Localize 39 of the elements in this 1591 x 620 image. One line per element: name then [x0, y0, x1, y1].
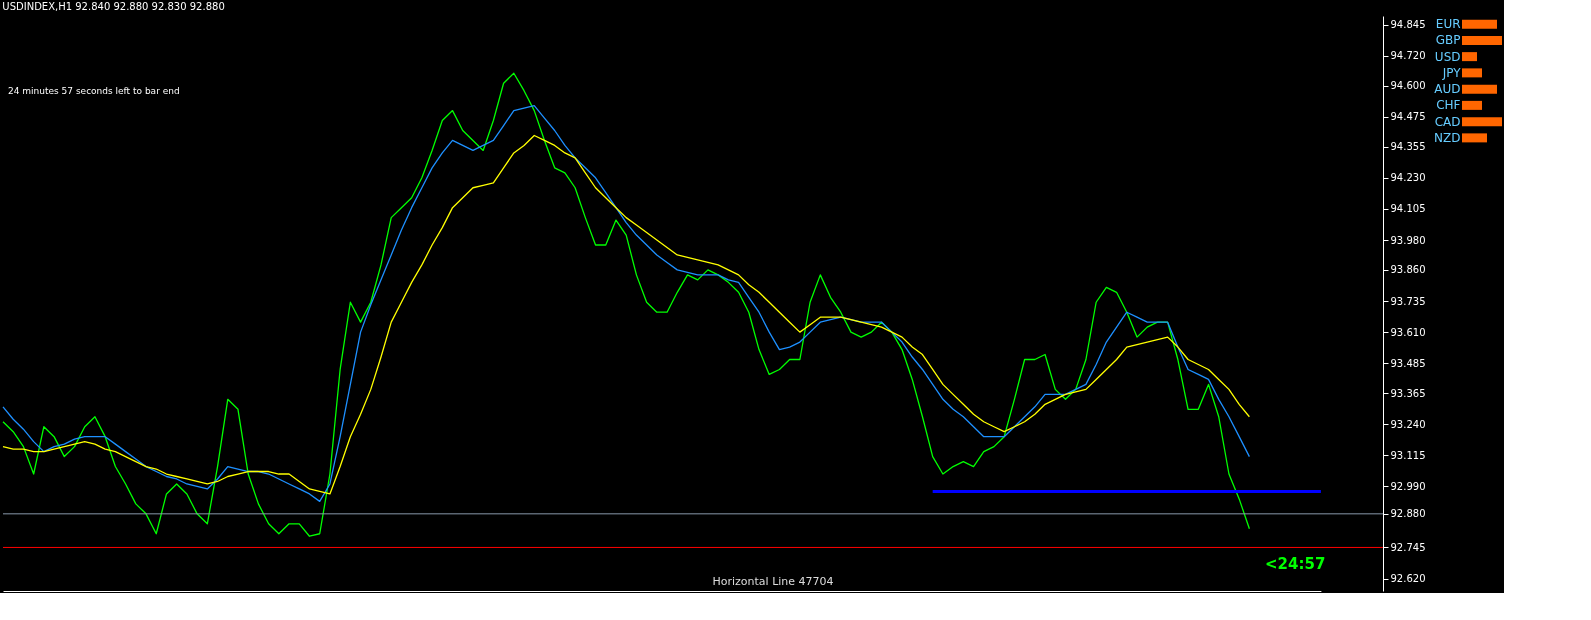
annotation: Horizontal Line 47704	[712, 575, 834, 588]
y-tick-label: GBP	[1435, 33, 1461, 48]
y-tick-label: EUR	[1435, 17, 1461, 32]
y-tick-label: 92.990	[1390, 480, 1426, 492]
y-tick-label: 94.105	[1390, 203, 1426, 215]
bar	[1462, 19, 1497, 29]
bar	[1462, 52, 1477, 62]
y-tick-label: 93.860	[1390, 264, 1426, 276]
y-tick-label: USD	[1434, 49, 1461, 64]
y-tick-label: 92.880	[1390, 508, 1426, 520]
y-tick-label: CAD	[1434, 114, 1461, 129]
bar	[1462, 35, 1502, 45]
y-tick-label: AUD	[1434, 82, 1461, 97]
chart-title: USDINDEX,H1 92.840 92.880 92.830 92.880	[2, 1, 225, 12]
y-tick-label: 94.845	[1390, 19, 1426, 31]
y-tick-label: 93.610	[1390, 326, 1426, 338]
y-tick-label: 93.115	[1390, 449, 1426, 461]
bar	[1462, 84, 1497, 94]
annotation: 24 minutes 57 seconds left to bar end	[8, 86, 180, 96]
y-tick-label: 93.485	[1390, 357, 1426, 369]
y-tick-label: NZD	[1434, 130, 1461, 145]
y-tick-label: CHF	[1436, 98, 1461, 113]
y-tick-label: 94.475	[1390, 111, 1426, 123]
annotation: <24:57	[1265, 555, 1326, 573]
bar	[1462, 117, 1502, 127]
y-tick-label: 93.240	[1390, 418, 1426, 430]
y-tick-label: 92.620	[1390, 573, 1426, 585]
y-tick-label: JPY	[1441, 65, 1462, 80]
bar	[1462, 100, 1482, 110]
y-tick-label: 93.735	[1390, 295, 1426, 307]
y-tick-label: 92.745	[1390, 541, 1426, 553]
y-tick-label: 93.980	[1390, 234, 1426, 246]
y-tick-label: 94.355	[1390, 141, 1426, 153]
bar	[1462, 68, 1482, 78]
bar	[1462, 133, 1487, 143]
y-tick-label: 93.365	[1390, 387, 1426, 399]
y-tick-label: 94.230	[1390, 172, 1426, 184]
y-tick-label: 94.600	[1390, 80, 1426, 92]
y-tick-label: 94.720	[1390, 50, 1426, 62]
